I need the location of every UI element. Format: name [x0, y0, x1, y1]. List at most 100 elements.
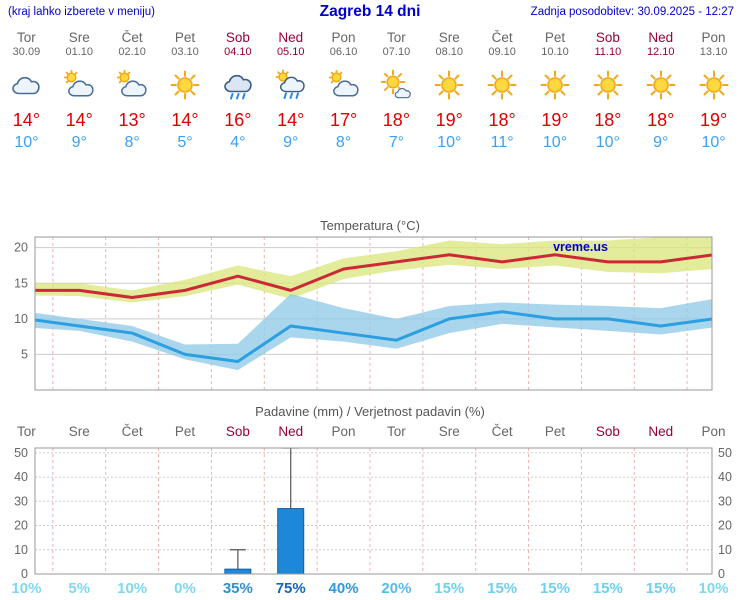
precip-probability: 0% [174, 580, 196, 597]
precip-day-label: Pon [331, 424, 356, 439]
day-max-temp: 18° [594, 110, 622, 130]
day-column: Čet 09.10 18° 11° [476, 30, 529, 151]
temp-y-tick-label: 15 [14, 276, 28, 290]
day-max-temp: 19° [699, 110, 728, 130]
watermark-link[interactable]: vreme.us [553, 240, 608, 254]
precip-y-tick-right: 30 [718, 494, 732, 508]
day-min-temp: 11° [490, 134, 514, 151]
temp-y-tick-label: 20 [14, 241, 28, 255]
temp-y-tick-label: 10 [14, 312, 28, 326]
temp-y-tick-label: 5 [21, 347, 28, 361]
precip-probability: 10% [11, 580, 42, 597]
day-date: 10.10 [541, 46, 569, 58]
day-column: Tor 07.10 18° 7° [370, 30, 423, 151]
day-date: 05.10 [276, 46, 305, 58]
day-max-temp: 18° [488, 110, 516, 130]
day-date: 07.10 [382, 46, 411, 58]
day-date: 30.09 [12, 46, 41, 58]
day-column: Ned 12.10 18° 9° [634, 30, 687, 151]
sun-icon [476, 69, 529, 103]
precip-y-tick-right: 10 [718, 543, 732, 557]
day-max-temp: 14° [277, 110, 305, 130]
day-min-temp: 9° [653, 134, 669, 151]
day-date: 09.10 [488, 46, 516, 58]
precip-y-tick-left: 0 [21, 567, 28, 579]
precip-probability: 40% [328, 580, 359, 597]
precip-day-label: Tor [17, 424, 36, 439]
precip-day-label: Čet [121, 424, 143, 439]
precip-day-label: Ned [278, 424, 304, 439]
day-date: 03.10 [171, 46, 199, 58]
day-max-temp: 16° [224, 110, 252, 130]
day-name: Ned [278, 30, 304, 45]
precip-day-label: Sre [68, 424, 90, 439]
precip-bar [277, 508, 305, 574]
rain-sun-icon [264, 69, 317, 103]
precip-probability: 35% [222, 580, 253, 597]
day-name: Tor [17, 30, 36, 45]
precip-y-tick-left: 20 [14, 519, 28, 533]
precipitation-day-labels: Tor Sre Čet Pet Sob Ned Pon Tor Sre Čet Pet Sob Ned P… [0, 424, 740, 439]
precip-probability: 5% [68, 580, 91, 597]
day-min-temp: 10° [437, 134, 462, 151]
day-column: Pon 13.10 19° 10° [687, 30, 740, 151]
day-min-temp: 8° [124, 134, 140, 151]
precip-y-tick-right: 20 [718, 519, 732, 533]
sun-icon [529, 69, 582, 103]
precip-probability: 75% [275, 580, 306, 597]
day-column: Sob 11.10 18° 10° [581, 30, 634, 151]
day-name: Pet [544, 30, 566, 45]
day-date: 02.10 [118, 46, 146, 58]
cloud-sun-icon [53, 69, 106, 103]
day-min-temp: 10° [701, 134, 726, 151]
day-min-temp: 5° [177, 134, 193, 151]
day-column: Pet 10.10 19° 10° [529, 30, 582, 151]
day-max-temp: 14° [12, 110, 41, 130]
day-date: 01.10 [65, 46, 94, 58]
day-name: Sre [68, 30, 90, 45]
precip-probability: 15% [592, 580, 623, 597]
precip-probability: 15% [539, 580, 570, 597]
precip-probability: 10% [698, 580, 729, 597]
precip-probability: 15% [645, 580, 676, 597]
temperature-chart-title: Temperatura (°C) [320, 218, 420, 233]
precip-y-tick-left: 10 [14, 543, 28, 557]
day-name: Ned [648, 30, 674, 45]
day-column: Pet 03.10 14° 5° [159, 30, 212, 151]
day-min-temp: 10° [14, 134, 39, 151]
sun-icon [159, 69, 212, 103]
temperature-chart: 5 10 15 20 vreme.us [14, 236, 713, 391]
day-name: Pet [174, 30, 196, 45]
precip-day-label: Sre [438, 424, 460, 439]
precip-y-tick-right: 40 [718, 470, 732, 484]
min-temp-line [35, 310, 712, 364]
precip-probability: 10% [117, 580, 148, 597]
day-max-temp: 19° [541, 110, 569, 130]
day-max-temp: 14° [171, 110, 199, 130]
precipitation-chart-title: Padavine (mm) / Verjetnost padavin (%) [255, 404, 485, 419]
sun-icon [423, 69, 476, 103]
day-date: 06.10 [329, 46, 358, 58]
precip-y-tick-right: 0 [718, 567, 725, 579]
sun-icon [581, 69, 634, 103]
day-column: Tor 30.09 14° 10° [0, 30, 53, 151]
location-menu-note: (kraj lahko izberete v meniju) [8, 6, 156, 18]
precip-whisker [229, 549, 246, 570]
day-name: Tor [387, 30, 406, 45]
day-min-temp: 9° [283, 134, 299, 151]
precip-y-tick-right: 50 [718, 446, 732, 460]
precip-day-label: Pon [701, 424, 726, 439]
precip-chart-border [34, 447, 713, 575]
sun-cloud-icon [370, 69, 423, 103]
temp-chart-border [34, 236, 713, 391]
day-min-temp: 7° [388, 134, 405, 151]
precip-probability: 15% [434, 580, 465, 597]
precip-y-tick-left: 30 [14, 494, 28, 508]
precip-day-label: Čet [491, 424, 513, 439]
last-updated-text: Zadnja posodobitev: 30.09.2025 - 12:27 [530, 6, 734, 18]
day-max-temp: 18° [647, 110, 675, 130]
day-min-temp: 4° [230, 134, 246, 151]
day-name: Sob [595, 30, 620, 45]
day-column: Čet 02.10 13° 8° [106, 30, 159, 151]
